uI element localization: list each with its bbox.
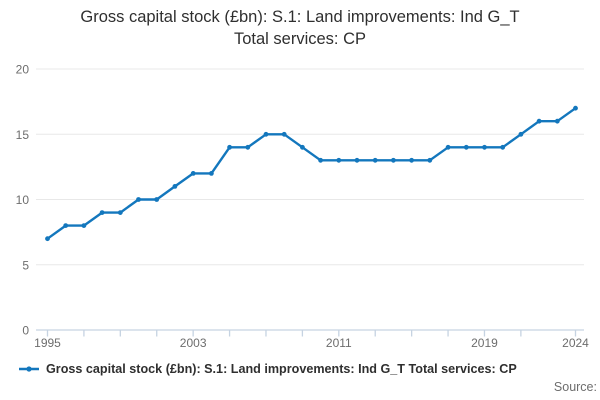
legend-line-marker-icon xyxy=(19,366,39,372)
plot-svg: 0 5 10 15 20 1995 2003 2011 2019 2024 xyxy=(16,63,590,351)
chart-title: Gross capital stock (£bn): S.1: Land imp… xyxy=(0,7,600,51)
legend-label: Gross capital stock (£bn): S.1: Land imp… xyxy=(46,362,517,376)
legend: Gross capital stock (£bn): S.1: Land imp… xyxy=(19,362,517,376)
chart-title-line-1: Gross capital stock (£bn): S.1: Land imp… xyxy=(80,8,520,26)
data-point-marker xyxy=(136,197,141,202)
y-axis-label: 20 xyxy=(16,63,30,77)
series-line xyxy=(46,106,577,240)
data-point-marker xyxy=(391,157,396,163)
x-axis-label: 2011 xyxy=(326,336,352,350)
data-point-marker xyxy=(63,223,69,229)
x-axis-label: 2003 xyxy=(180,336,207,350)
data-point-marker xyxy=(409,157,414,163)
data-point-marker xyxy=(117,210,123,216)
chart-title-line-2: Total services: CP xyxy=(233,29,367,48)
data-point-marker xyxy=(482,144,487,150)
data-point-marker xyxy=(281,131,287,137)
data-point-marker xyxy=(318,157,323,163)
data-point-marker xyxy=(463,144,469,150)
data-point-marker xyxy=(45,236,50,242)
data-point-marker xyxy=(336,157,342,163)
data-point-marker xyxy=(354,157,360,163)
data-point-marker xyxy=(372,157,378,163)
x-axis-label: 1995 xyxy=(34,336,61,350)
data-point-marker xyxy=(445,144,451,150)
data-point-marker xyxy=(500,144,506,150)
data-point-marker xyxy=(263,131,269,137)
data-point-marker xyxy=(154,197,160,202)
data-point-marker xyxy=(518,131,524,137)
source-label: Source: xyxy=(553,380,597,394)
y-axis-label: 10 xyxy=(16,193,30,207)
data-point-marker xyxy=(172,184,178,189)
data-point-marker xyxy=(245,144,251,150)
data-point-marker xyxy=(573,105,578,111)
data-point-marker xyxy=(227,144,233,150)
y-axis-label: 15 xyxy=(16,128,30,142)
data-point-marker xyxy=(81,223,87,229)
data-point-marker xyxy=(300,144,305,150)
y-axis-label: 5 xyxy=(22,258,29,272)
x-axis-label: 2019 xyxy=(471,336,498,350)
x-axis-label: 2024 xyxy=(562,336,589,350)
data-point-marker xyxy=(209,171,214,176)
data-point-marker xyxy=(536,118,542,124)
data-point-marker xyxy=(427,157,433,163)
data-point-marker xyxy=(99,210,105,216)
data-point-marker xyxy=(554,118,560,124)
data-point-marker xyxy=(190,171,196,176)
y-axis-label: 0 xyxy=(22,324,29,338)
